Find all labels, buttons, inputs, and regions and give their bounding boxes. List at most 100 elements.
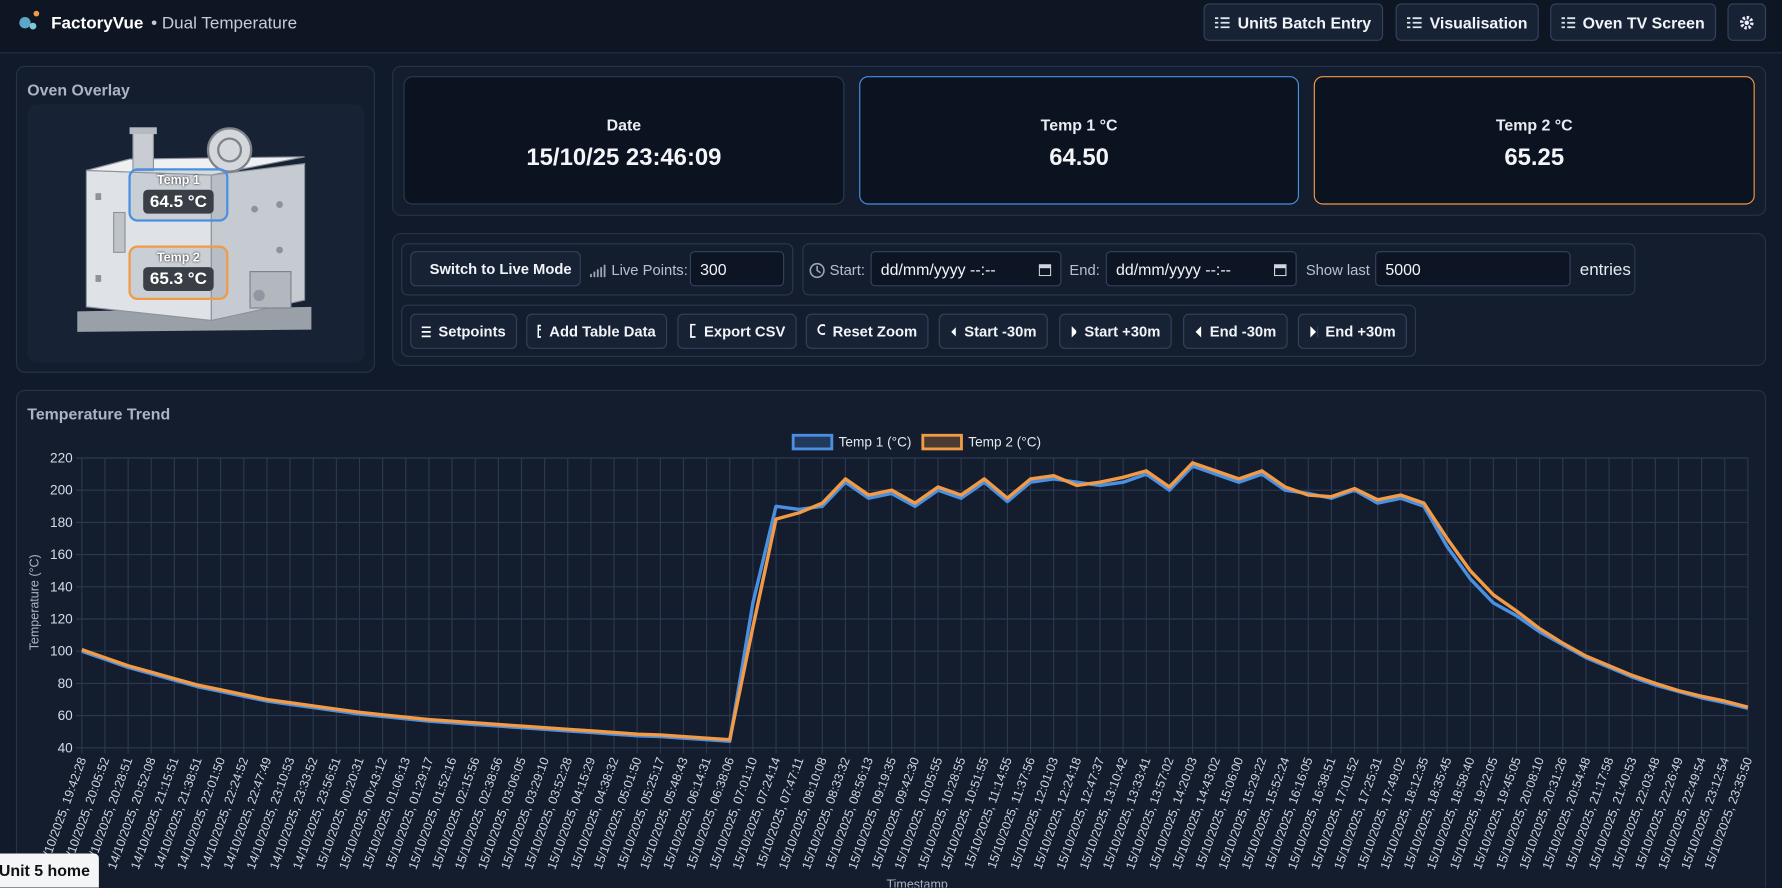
sensor-label: Temp 2 — [156, 251, 200, 265]
header: FactoryVue • Dual Temperature Unit5 Batc… — [0, 0, 1782, 54]
sensor-badge: Temp 2 65.3 °C — [128, 245, 229, 301]
y-tick-label: 40 — [58, 740, 74, 755]
button-label: Switch to Live Mode — [429, 260, 572, 278]
action-button[interactable]: Export CSV — [677, 313, 797, 349]
icon — [537, 324, 542, 338]
label-text: Start: — [829, 261, 865, 279]
card-label: Temp 2 °C — [1495, 115, 1573, 135]
chart-title: Temperature Trend — [27, 404, 171, 423]
entries-label: entries — [1579, 260, 1631, 280]
nav-button[interactable]: Visualisation — [1395, 3, 1539, 41]
card-value: 65.25 — [1504, 144, 1565, 171]
nav-label: Unit5 Batch Entry — [1237, 13, 1372, 32]
icon — [817, 323, 825, 335]
card-value: 15/10/25 23:46:09 — [526, 144, 722, 171]
icon — [1406, 16, 1422, 28]
button-label: Reset Zoom — [832, 322, 918, 340]
action-button[interactable]: End -30m — [1183, 313, 1288, 349]
button-label: End +30m — [1325, 322, 1396, 340]
action-button[interactable]: End +30m — [1297, 313, 1407, 349]
brand: FactoryVue — [51, 13, 144, 33]
card-label: Date — [606, 115, 642, 135]
show-last-label: Show last — [1305, 261, 1370, 279]
action-button[interactable]: Reset Zoom — [805, 313, 929, 349]
live-points-label: Live Points: — [590, 252, 688, 287]
placeholder: dd/mm/yyyy --:-- — [880, 259, 996, 278]
show-last-input[interactable]: 5000 — [1375, 251, 1571, 287]
icon — [809, 262, 825, 278]
y-tick-label: 140 — [50, 579, 73, 594]
y-tick-label: 80 — [58, 676, 74, 691]
icon — [690, 323, 697, 338]
calendar-icon — [1038, 263, 1052, 276]
live-group — [401, 243, 794, 296]
settings-button[interactable] — [1727, 3, 1767, 41]
nav-label: Oven TV Screen — [1582, 13, 1705, 32]
series-line — [81, 461, 1749, 742]
sensor-badge: Temp 1 64.5 °C — [128, 168, 229, 222]
page-subtitle: • Dual Temperature — [151, 13, 298, 33]
y-tick-label: 120 — [50, 612, 73, 627]
y-axis-title: Temperature (°C) — [28, 554, 42, 650]
icon — [1071, 325, 1077, 337]
y-tick-label: 160 — [50, 547, 73, 562]
sensor-label: Temp 1 — [156, 173, 200, 188]
icon — [590, 264, 606, 277]
card-value: 64.50 — [1049, 144, 1109, 171]
oven-view: Temp 1 64.5 °C Temp 2 65.3 °C — [27, 104, 365, 363]
temp2-card: Temp 2 °C 65.25 — [1313, 76, 1755, 205]
button-label: Start +30m — [1084, 322, 1161, 340]
nav-label: Visualisation — [1429, 13, 1528, 32]
live-mode-button[interactable]: Switch to Live Mode — [410, 251, 581, 287]
button-label: Export CSV — [704, 322, 786, 340]
end-label: End: — [1069, 261, 1100, 279]
action-button[interactable]: Add Table Data — [526, 313, 668, 349]
y-tick-label: 60 — [58, 708, 74, 723]
action-button[interactable]: Start -30m — [938, 313, 1048, 349]
action-button[interactable]: Start +30m — [1059, 313, 1172, 349]
live-points-input[interactable]: 300 — [689, 251, 785, 287]
legend-swatch — [921, 433, 963, 451]
nav-button[interactable]: Oven TV Screen — [1550, 3, 1717, 41]
chart-panel: Temperature Trend — [15, 389, 1767, 888]
button-label: Start -30m — [964, 322, 1037, 340]
icon — [1195, 325, 1202, 337]
icon — [1310, 325, 1318, 337]
start-label: Start: — [809, 252, 865, 287]
overlay-panel: Oven Overlay Temp 1 64.5 °C — [15, 65, 376, 373]
y-tick-label: 200 — [50, 483, 73, 498]
start-input[interactable]: dd/mm/yyyy --:-- — [870, 251, 1062, 287]
home-link[interactable]: Unit 5 home — [0, 853, 100, 888]
icon — [1214, 16, 1230, 28]
gear-icon — [1739, 15, 1754, 29]
end-input[interactable]: dd/mm/yyyy --:-- — [1105, 251, 1297, 287]
legend-label: Temp 2 (°C) — [968, 435, 1041, 450]
icon — [951, 326, 957, 337]
nav-button[interactable]: Unit5 Batch Entry — [1203, 3, 1384, 41]
label-text: Live Points: — [611, 261, 688, 279]
date-card: Date 15/10/25 23:46:09 — [403, 76, 845, 205]
y-tick-label: 100 — [50, 644, 73, 659]
panel-title: Oven Overlay — [27, 80, 130, 99]
button-label: End -30m — [1209, 322, 1277, 340]
icon — [1561, 16, 1575, 28]
sensor-reading: 65.3 °C — [143, 267, 214, 291]
oven-illustration — [77, 127, 312, 332]
action-button[interactable]: Setpoints — [410, 313, 518, 349]
range-group — [802, 243, 1636, 296]
legend-label: Temp 1 (°C) — [839, 435, 912, 450]
sensor-reading: 64.5 °C — [143, 189, 214, 214]
button-label: Setpoints — [438, 322, 506, 340]
icon — [421, 325, 431, 337]
x-axis-title: Timestamp — [886, 878, 947, 888]
actions-group — [401, 304, 1417, 357]
y-tick-label: 220 — [50, 451, 73, 466]
brand-icon — [19, 10, 40, 30]
y-tick-label: 180 — [50, 515, 73, 530]
calendar-icon — [1273, 263, 1287, 276]
temp1-card: Temp 1 °C 64.50 — [859, 76, 1299, 205]
placeholder: dd/mm/yyyy --:-- — [1116, 259, 1231, 278]
